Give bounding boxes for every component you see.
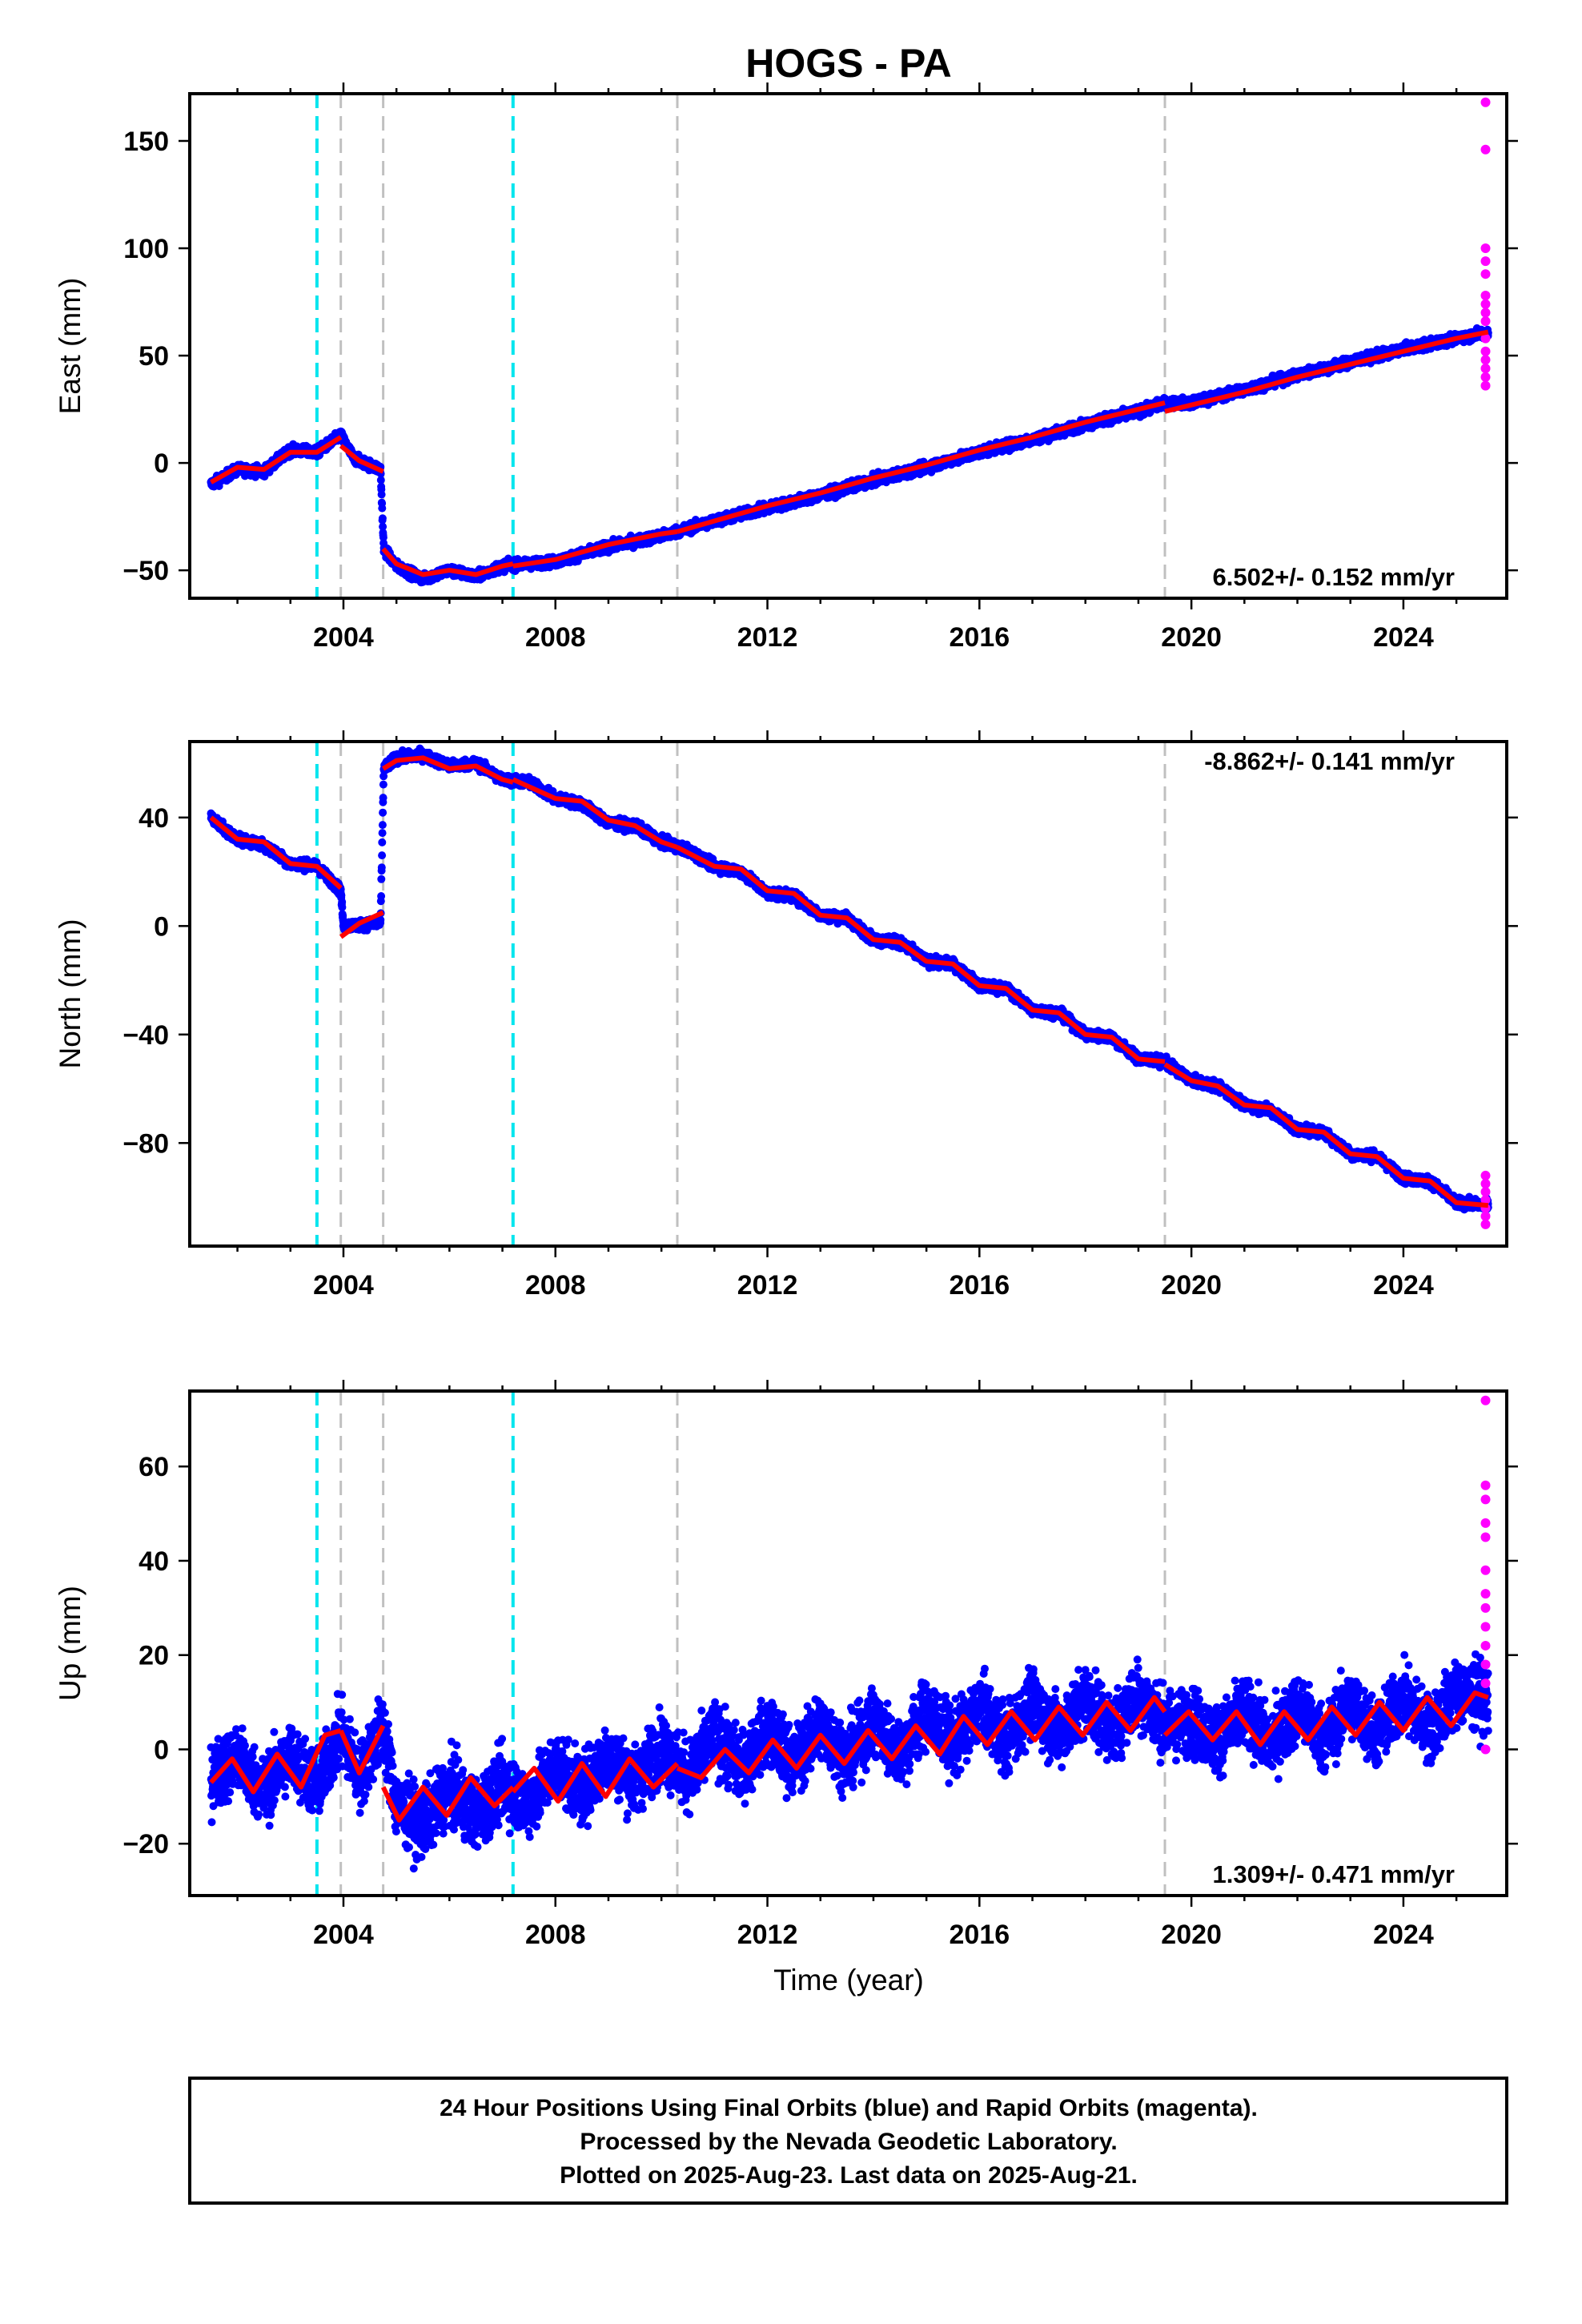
panel-east: 2004 2008 2012 2016 2020 2024−50050100150East…: [54, 82, 1518, 653]
figure-title: HOGS - PA: [745, 41, 951, 86]
east-final-point: [378, 504, 387, 513]
east-final-point: [379, 533, 387, 541]
east-plot-area: [207, 94, 1492, 598]
east-final-orbit-points: [207, 324, 1492, 587]
east-final-point: [377, 490, 386, 499]
east-final-point: [378, 514, 387, 523]
east-final-point: [379, 522, 387, 531]
east-final-point: [376, 476, 385, 485]
panels: 2004 2008 2012 2016 2020 2024−50050100150East…: [54, 82, 1518, 1950]
